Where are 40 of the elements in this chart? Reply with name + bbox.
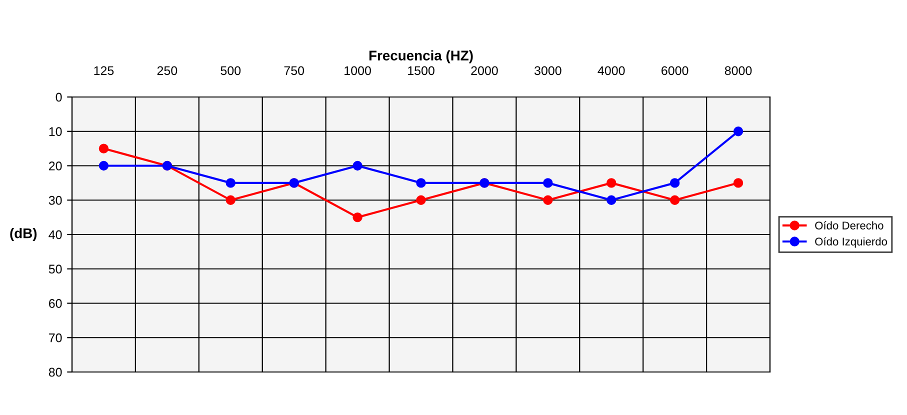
y-tick-label: 50 xyxy=(48,264,62,274)
point xyxy=(352,212,362,222)
point xyxy=(416,195,426,205)
x-tick-label: 125 xyxy=(94,66,114,76)
x-tick-label: 2000 xyxy=(471,66,498,76)
x-tick-label: 4000 xyxy=(598,66,625,76)
point xyxy=(733,178,744,188)
y-tick-label: 10 xyxy=(49,127,62,136)
y-tick-label: 20 xyxy=(49,162,62,170)
point xyxy=(543,195,553,205)
x-tick-label: 3000 xyxy=(534,66,562,76)
point xyxy=(606,178,616,188)
x-tick-label: 250 xyxy=(157,66,178,76)
x-axis-title: Frecuencia (HZ) xyxy=(369,50,473,64)
y-axis-title: (dB) xyxy=(10,228,37,241)
point xyxy=(98,144,109,154)
y-tick-label: 0 xyxy=(56,92,62,102)
point xyxy=(352,160,362,171)
point xyxy=(733,126,744,136)
point xyxy=(416,178,426,188)
x-tick-label: 500 xyxy=(220,66,241,76)
x-tick-label: 1500 xyxy=(408,66,434,76)
y-tick-label: 40 xyxy=(48,230,62,240)
x-tick-label: 1000 xyxy=(344,66,371,76)
x-tick-label: 8000 xyxy=(724,66,752,76)
y-tick-label: 80 xyxy=(48,368,62,377)
point xyxy=(670,195,680,205)
y-tick-label: 60 xyxy=(49,299,62,308)
point xyxy=(98,160,109,171)
legend-label: Oído Izquierdo xyxy=(815,237,888,248)
x-tick-label: 750 xyxy=(284,66,304,76)
point xyxy=(606,195,616,205)
x-tick-label: 6000 xyxy=(662,66,688,76)
point xyxy=(226,178,236,188)
point xyxy=(226,195,236,205)
legend-label: Oído Derecho xyxy=(815,221,884,230)
y-tick-label: 30 xyxy=(48,196,62,205)
point xyxy=(670,178,680,188)
point xyxy=(543,178,553,188)
y-tick-label: 70 xyxy=(49,333,62,342)
